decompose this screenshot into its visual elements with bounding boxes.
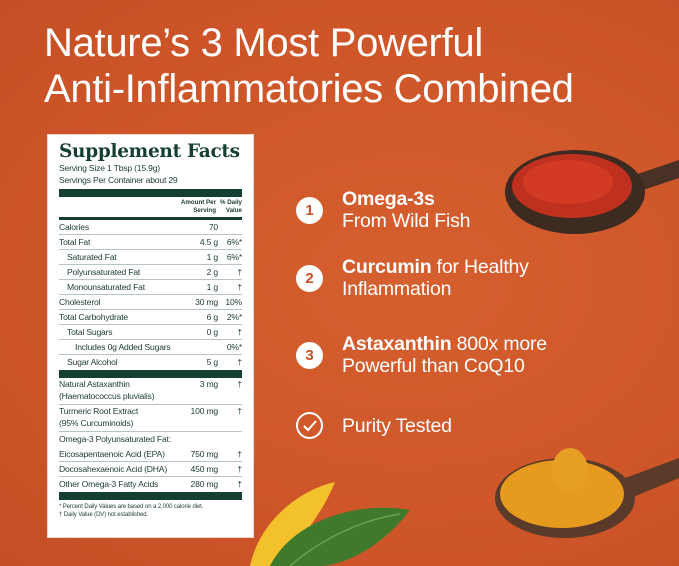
feature-label: Purity Tested [342,414,452,437]
nutrient-name: Total Sugars [67,327,113,337]
amount: 30 mg [195,297,218,307]
daily-value: † [237,282,242,292]
amount: 100 mg [190,406,219,416]
servings-per-container: Servings Per Container about 29 [59,174,178,185]
daily-value: 6%* [226,237,242,247]
nutrient-sub: (Haematococcus pluvialis) [59,390,155,401]
amount: 2 g [206,267,219,277]
facts-row: Omega-3 Polyunsaturated Fat: [59,432,242,447]
amount: 1 g [206,252,219,262]
facts-row: Other Omega-3 Fatty Acids 280 mg † [59,477,242,492]
amount: 280 mg [190,479,219,489]
divider-bar [59,370,242,378]
daily-value: † [237,357,242,367]
check-circle-icon [296,412,323,439]
amount: 70 [208,222,218,232]
facts-row: Total Sugars 0 g † [59,325,242,340]
nutrient-name: Docosahexaenoic Acid (DHA) [59,464,168,474]
facts-row: Total Fat 4.5 g 6%* [59,235,242,250]
nutrient-name: Natural Astaxanthin [59,379,130,389]
mango-leaf-image [250,482,410,566]
daily-value: 10% [225,297,242,307]
facts-row: Sugar Alcohol 5 g † [59,355,242,370]
divider-bar [59,492,242,500]
daily-value: † [237,267,242,277]
feature-text: 800x more [451,333,548,355]
nutrient-name: Total Fat [59,237,91,247]
feature-text: for Healthy [431,256,529,278]
nutrient-name: Other Omega-3 Fatty Acids [59,479,159,489]
amount: 4.5 g [199,237,218,247]
daily-value: † [237,379,242,389]
facts-row: Eicosapentaenoic Acid (EPA) 750 mg † [59,447,242,462]
facts-row: Saturated Fat 1 g 6%* [59,250,242,265]
nutrient-name: Monounsaturated Fat [67,282,145,292]
number-badge: 1 [296,196,323,224]
number-badge: 3 [296,341,323,369]
amount: 450 mg [190,464,219,474]
daily-value: † [237,479,242,489]
nutrient-name: Sugar Alcohol [67,357,118,367]
daily-value: 6%* [226,252,242,262]
feature-omega3: 1 Omega-3s From Wild Fish [296,188,470,232]
amount: 5 g [206,357,219,367]
facts-row: Monounsaturated Fat 1 g † [59,280,242,295]
feature-line2: Inflammation [342,278,452,300]
daily-value: † [237,449,242,459]
feature-bold: Curcumin [342,256,432,278]
column-header: Amount Per Serving % Daily Value [59,197,242,217]
facts-row: Includes 0g Added Sugars 0%* [59,340,242,355]
nutrient-name: Calories [59,222,89,232]
supplement-facts-panel: Supplement Facts Serving Size 1 Tbsp (15… [47,134,254,538]
nutrient-name: Eicosapentaenoic Acid (EPA) [59,449,165,459]
amount: 750 mg [190,449,219,459]
footnote-dv-not-established: † Daily Value (DV) not established. [59,512,149,518]
divider-bar [59,217,242,220]
footnote-percent-dv: * Percent Daily Values are based on a 2,… [59,504,204,510]
nutrient-name: Includes 0g Added Sugars [75,342,171,352]
nutrient-sub: (95% Curcuminoids) [59,417,134,428]
feature-bold: Astaxanthin [342,333,452,355]
divider-bar [59,189,242,197]
facts-row: Docosahexaenoic Acid (DHA) 450 mg † [59,462,242,477]
serving-size: Serving Size 1 Tbsp (15.9g) [59,163,160,173]
amount: 1 g [206,282,219,292]
nutrient-name: Saturated Fat [67,252,117,262]
paprika-spoon-image [505,150,679,234]
daily-value: 0%* [226,342,242,352]
daily-value: 2%* [226,312,242,322]
headline: Nature’s 3 Most Powerful Anti-Inflammato… [44,20,664,112]
facts-title: Supplement Facts [59,141,240,162]
amount-per-serving-header: Amount Per Serving [180,199,216,214]
nutrient-name: Polyunsaturated Fat [67,267,141,277]
daily-value: † [237,327,242,337]
turmeric-spoon-image [495,448,679,538]
facts-row: Cholesterol 30 mg 10% [59,295,242,310]
nutrient-name: Cholesterol [59,297,101,307]
daily-value: † [237,464,242,474]
nutrient-name: Omega-3 Polyunsaturated Fat: [59,434,171,444]
feature-line2: From Wild Fish [342,210,471,232]
daily-value-header: % Daily Value [219,199,242,214]
facts-row: Calories 70 [59,220,242,235]
feature-purity-tested: Purity Tested [296,412,452,439]
number-badge: 2 [296,264,323,292]
footnotes: * Percent Daily Values are based on a 2,… [59,500,242,520]
feature-line2: Powerful than CoQ10 [342,355,525,377]
facts-row: Natural Astaxanthin (Haematococcus pluvia… [59,378,242,405]
daily-value: † [237,406,242,416]
amount: 3 mg [199,379,219,389]
facts-row: Turmeric Root Extract (95% Curcuminoids) 1… [59,405,242,432]
amount: 0 g [206,327,219,337]
facts-row: Total Carbohydrate 6 g 2%* [59,310,242,325]
feature-curcumin: 2 Curcumin for Healthy Inflammation [296,256,529,300]
headline-line-2: Anti-Inflammatories Combined [44,67,574,111]
headline-line-1: Nature’s 3 Most Powerful [44,21,483,65]
nutrient-name: Total Carbohydrate [59,312,129,322]
facts-row: Polyunsaturated Fat 2 g † [59,265,242,280]
amount: 6 g [206,312,219,322]
feature-astaxanthin: 3 Astaxanthin 800x more Powerful than CoQ… [296,333,547,377]
nutrient-name: Turmeric Root Extract [59,406,139,416]
feature-bold: Omega-3s [342,188,435,210]
